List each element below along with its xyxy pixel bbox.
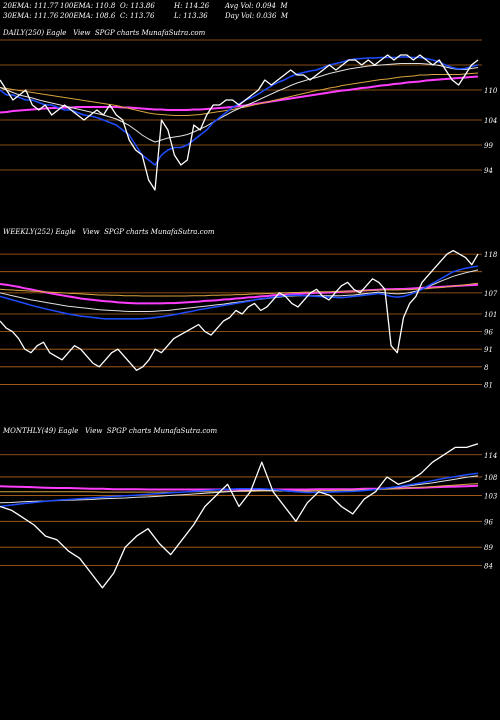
daily-ema100-line [0, 72, 479, 116]
header-open: O: 113.86 [120, 2, 155, 10]
weekly-tick-label: 96 [484, 329, 493, 337]
monthly-tick-label: 89 [484, 544, 493, 552]
weekly-ema20-line [0, 265, 479, 320]
monthly-tick-label: 108 [484, 474, 498, 482]
header-dayvol: Day Vol: 0.036 M [225, 12, 289, 20]
header-ema20: 20EMA: 111.77 [3, 2, 59, 10]
monthly-tick-label: 103 [484, 492, 498, 500]
daily-ema30-line [0, 63, 479, 143]
header-close: C: 113.76 [120, 12, 155, 20]
monthly-tick-label: 84 [484, 563, 493, 571]
header-low: L: 113.36 [174, 12, 208, 20]
daily-tick-label: 104 [484, 117, 497, 125]
weekly-ema200-line [0, 283, 479, 305]
daily-tick-label: 110 [484, 87, 498, 95]
weekly-tick-label: 118 [484, 251, 498, 259]
daily-tick-label: 94 [484, 167, 493, 175]
header-ema100: 100EMA: 110.8 [60, 2, 116, 10]
daily-ema200-line [0, 75, 479, 114]
weekly-tick-label: 107 [484, 290, 498, 298]
weekly-tick-label: 91 [484, 346, 493, 354]
weekly-tick-label: 81 [484, 381, 493, 389]
daily-panel-label: DAILY(250) Eagle View SPGP charts Munafa… [3, 29, 206, 37]
weekly-ema30-line [0, 269, 479, 312]
monthly-tick-label: 96 [484, 518, 493, 526]
header-high: H: 114.26 [174, 2, 210, 10]
weekly-tick-label: 101 [484, 311, 497, 319]
daily-price-line [0, 54, 479, 191]
weekly-price-line [0, 249, 479, 371]
monthly-tick-label: 114 [484, 452, 497, 460]
header-avgvol: Avg Vol: 0.094 M [225, 2, 288, 10]
header-ema200: 200EMA: 108.6 [60, 12, 116, 20]
weekly-ema100-line [0, 282, 479, 297]
header-ema30: 30EMA: 111.76 [3, 12, 59, 20]
daily-tick-label: 99 [484, 142, 493, 150]
weekly-panel-label: WEEKLY(252) Eagle View SPGP charts Munaf… [3, 228, 215, 236]
weekly-tick-label: 8 [484, 364, 489, 372]
monthly-ema20-line [0, 472, 479, 508]
monthly-price-line [0, 443, 479, 589]
monthly-panel-label: MONTHLY(49) Eagle View SPGP charts Munaf… [3, 427, 218, 435]
